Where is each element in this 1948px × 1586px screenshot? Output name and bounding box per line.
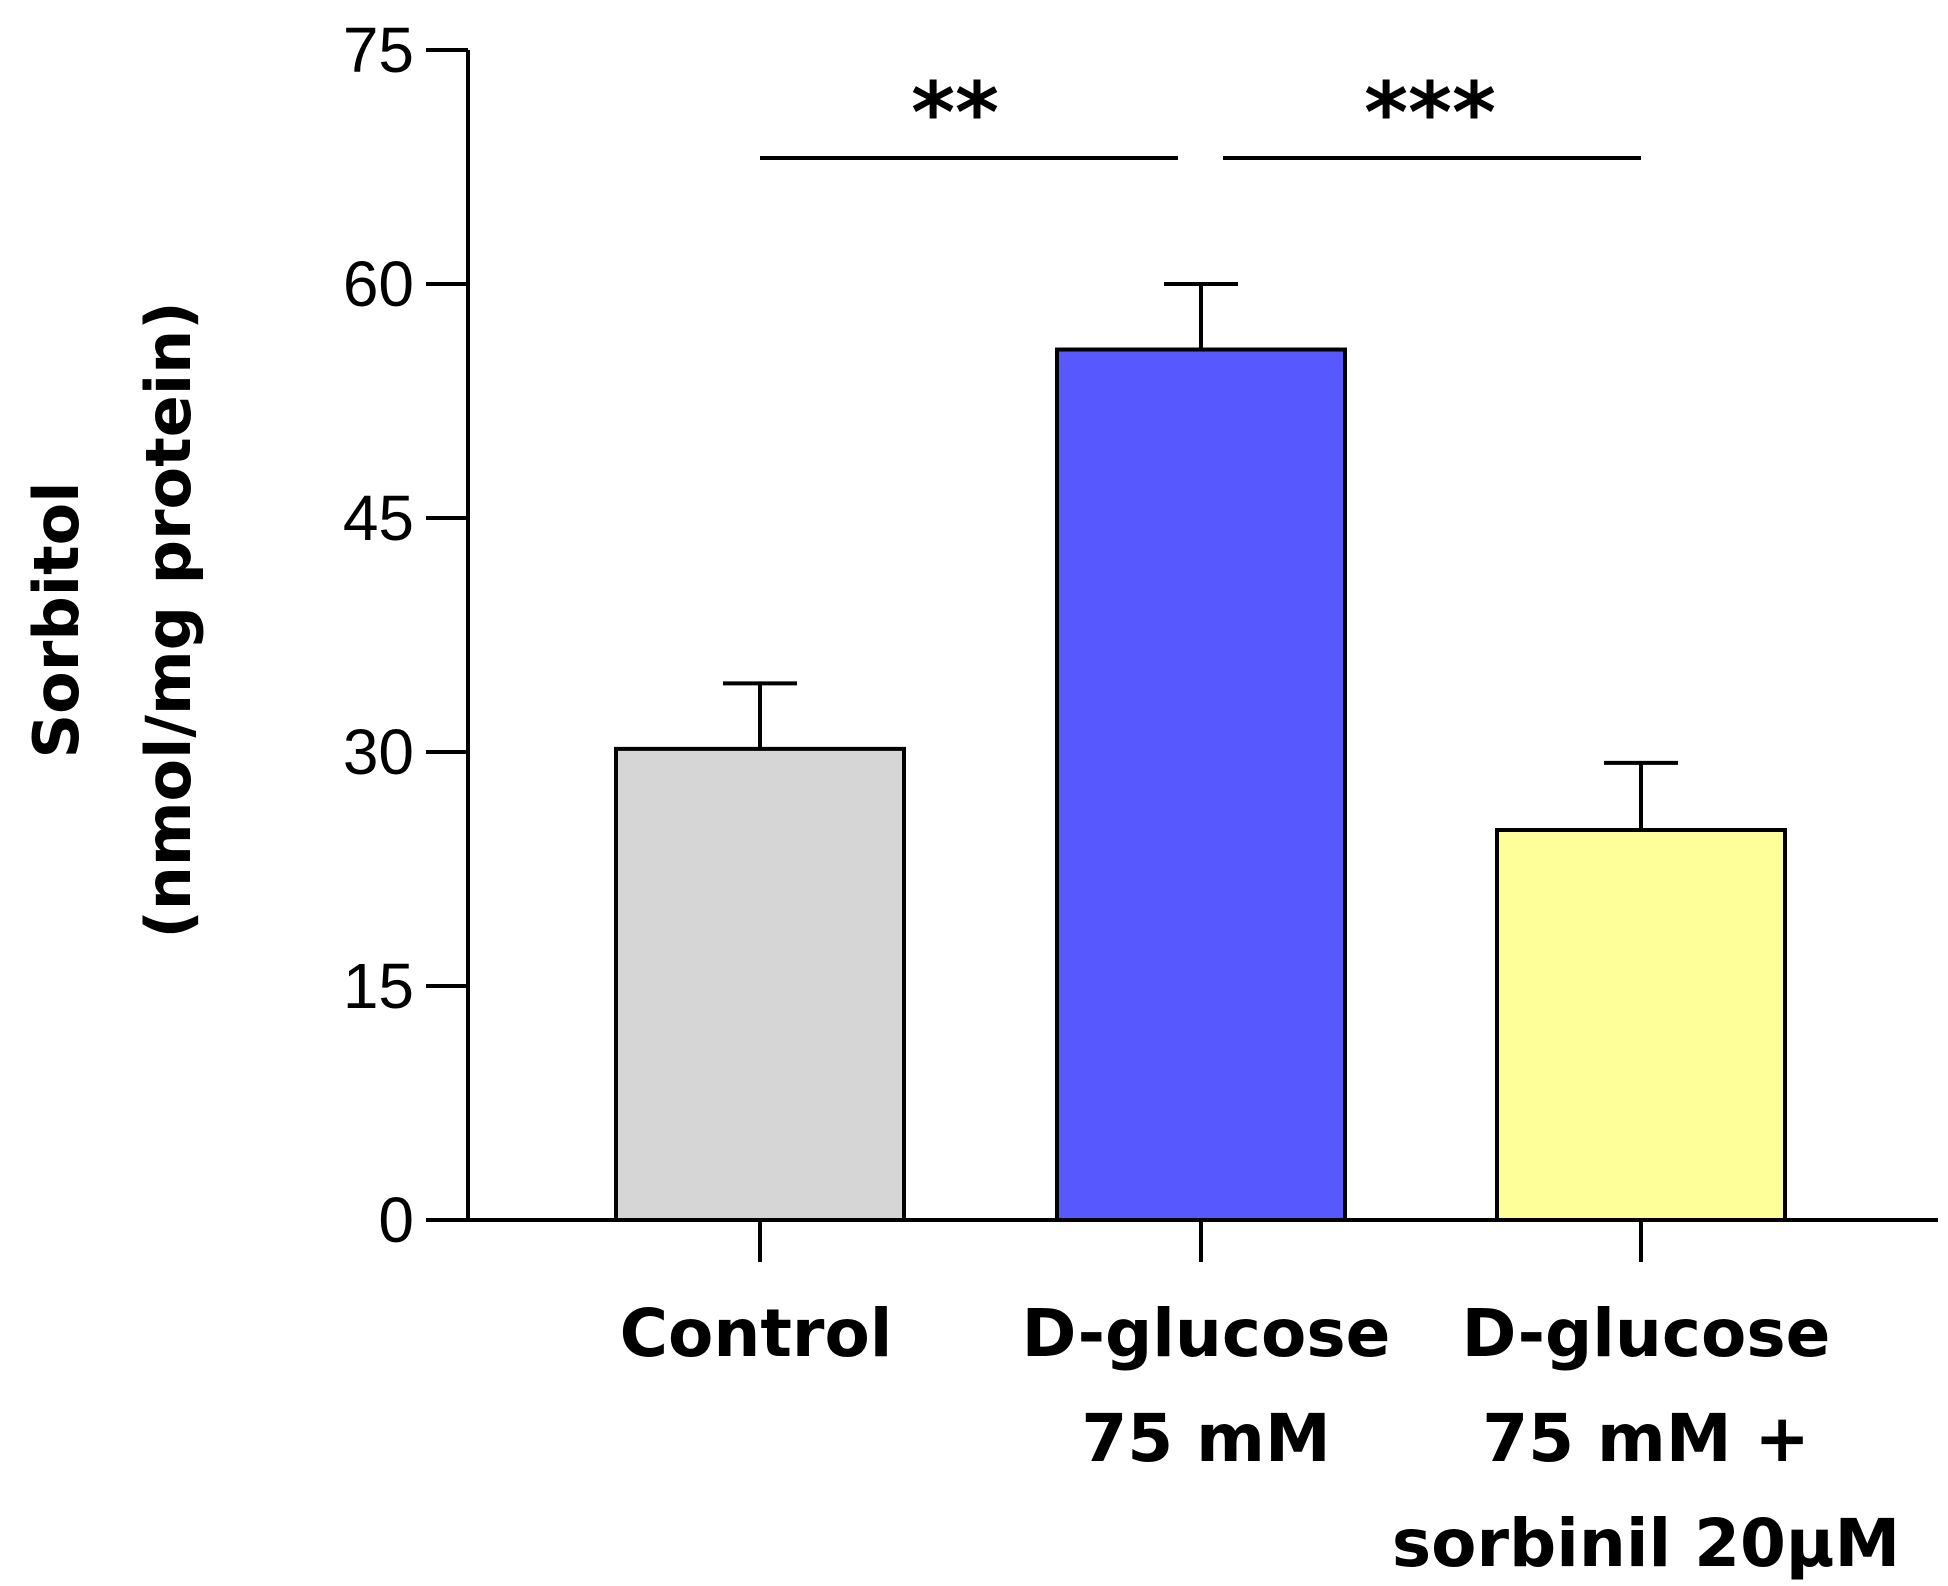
category-label: Control [620,1295,893,1372]
y-tick-label: 60 [343,248,414,320]
y-tick-label: 75 [343,14,414,86]
y-axis-title-line: (nmol/mg protein) [132,301,205,938]
bars [614,347,1787,1222]
category-labels: Control D-glucose 75 mM D-glucose 75 mM + sor… [620,1295,1901,1582]
category-label: 75 mM + [1482,1400,1810,1477]
y-tick-label: 15 [343,950,414,1022]
significance-label: *** [1364,64,1496,162]
y-axis: 0 15 30 45 60 75 [343,14,470,1256]
bar [1055,347,1347,1222]
category-label: 75 mM [1081,1400,1330,1477]
category-label: D-glucose [1462,1295,1831,1372]
y-tick-label: 30 [343,716,414,788]
y-axis-title: Sorbitol (nmol/mg protein) [20,301,205,938]
bar [1495,828,1787,1222]
y-tick-label: 45 [343,482,414,554]
y-axis-title-line: Sorbitol [20,482,93,759]
y-tick-label: 0 [378,1184,414,1256]
bar [614,746,906,1222]
significance-label: ** [911,64,999,162]
category-label: D-glucose [1022,1295,1391,1372]
significance-annotations: ** *** [760,64,1641,162]
x-axis [426,1218,1938,1262]
error-bars [723,282,1678,830]
category-label: sorbinil 20μM [1392,1505,1900,1582]
